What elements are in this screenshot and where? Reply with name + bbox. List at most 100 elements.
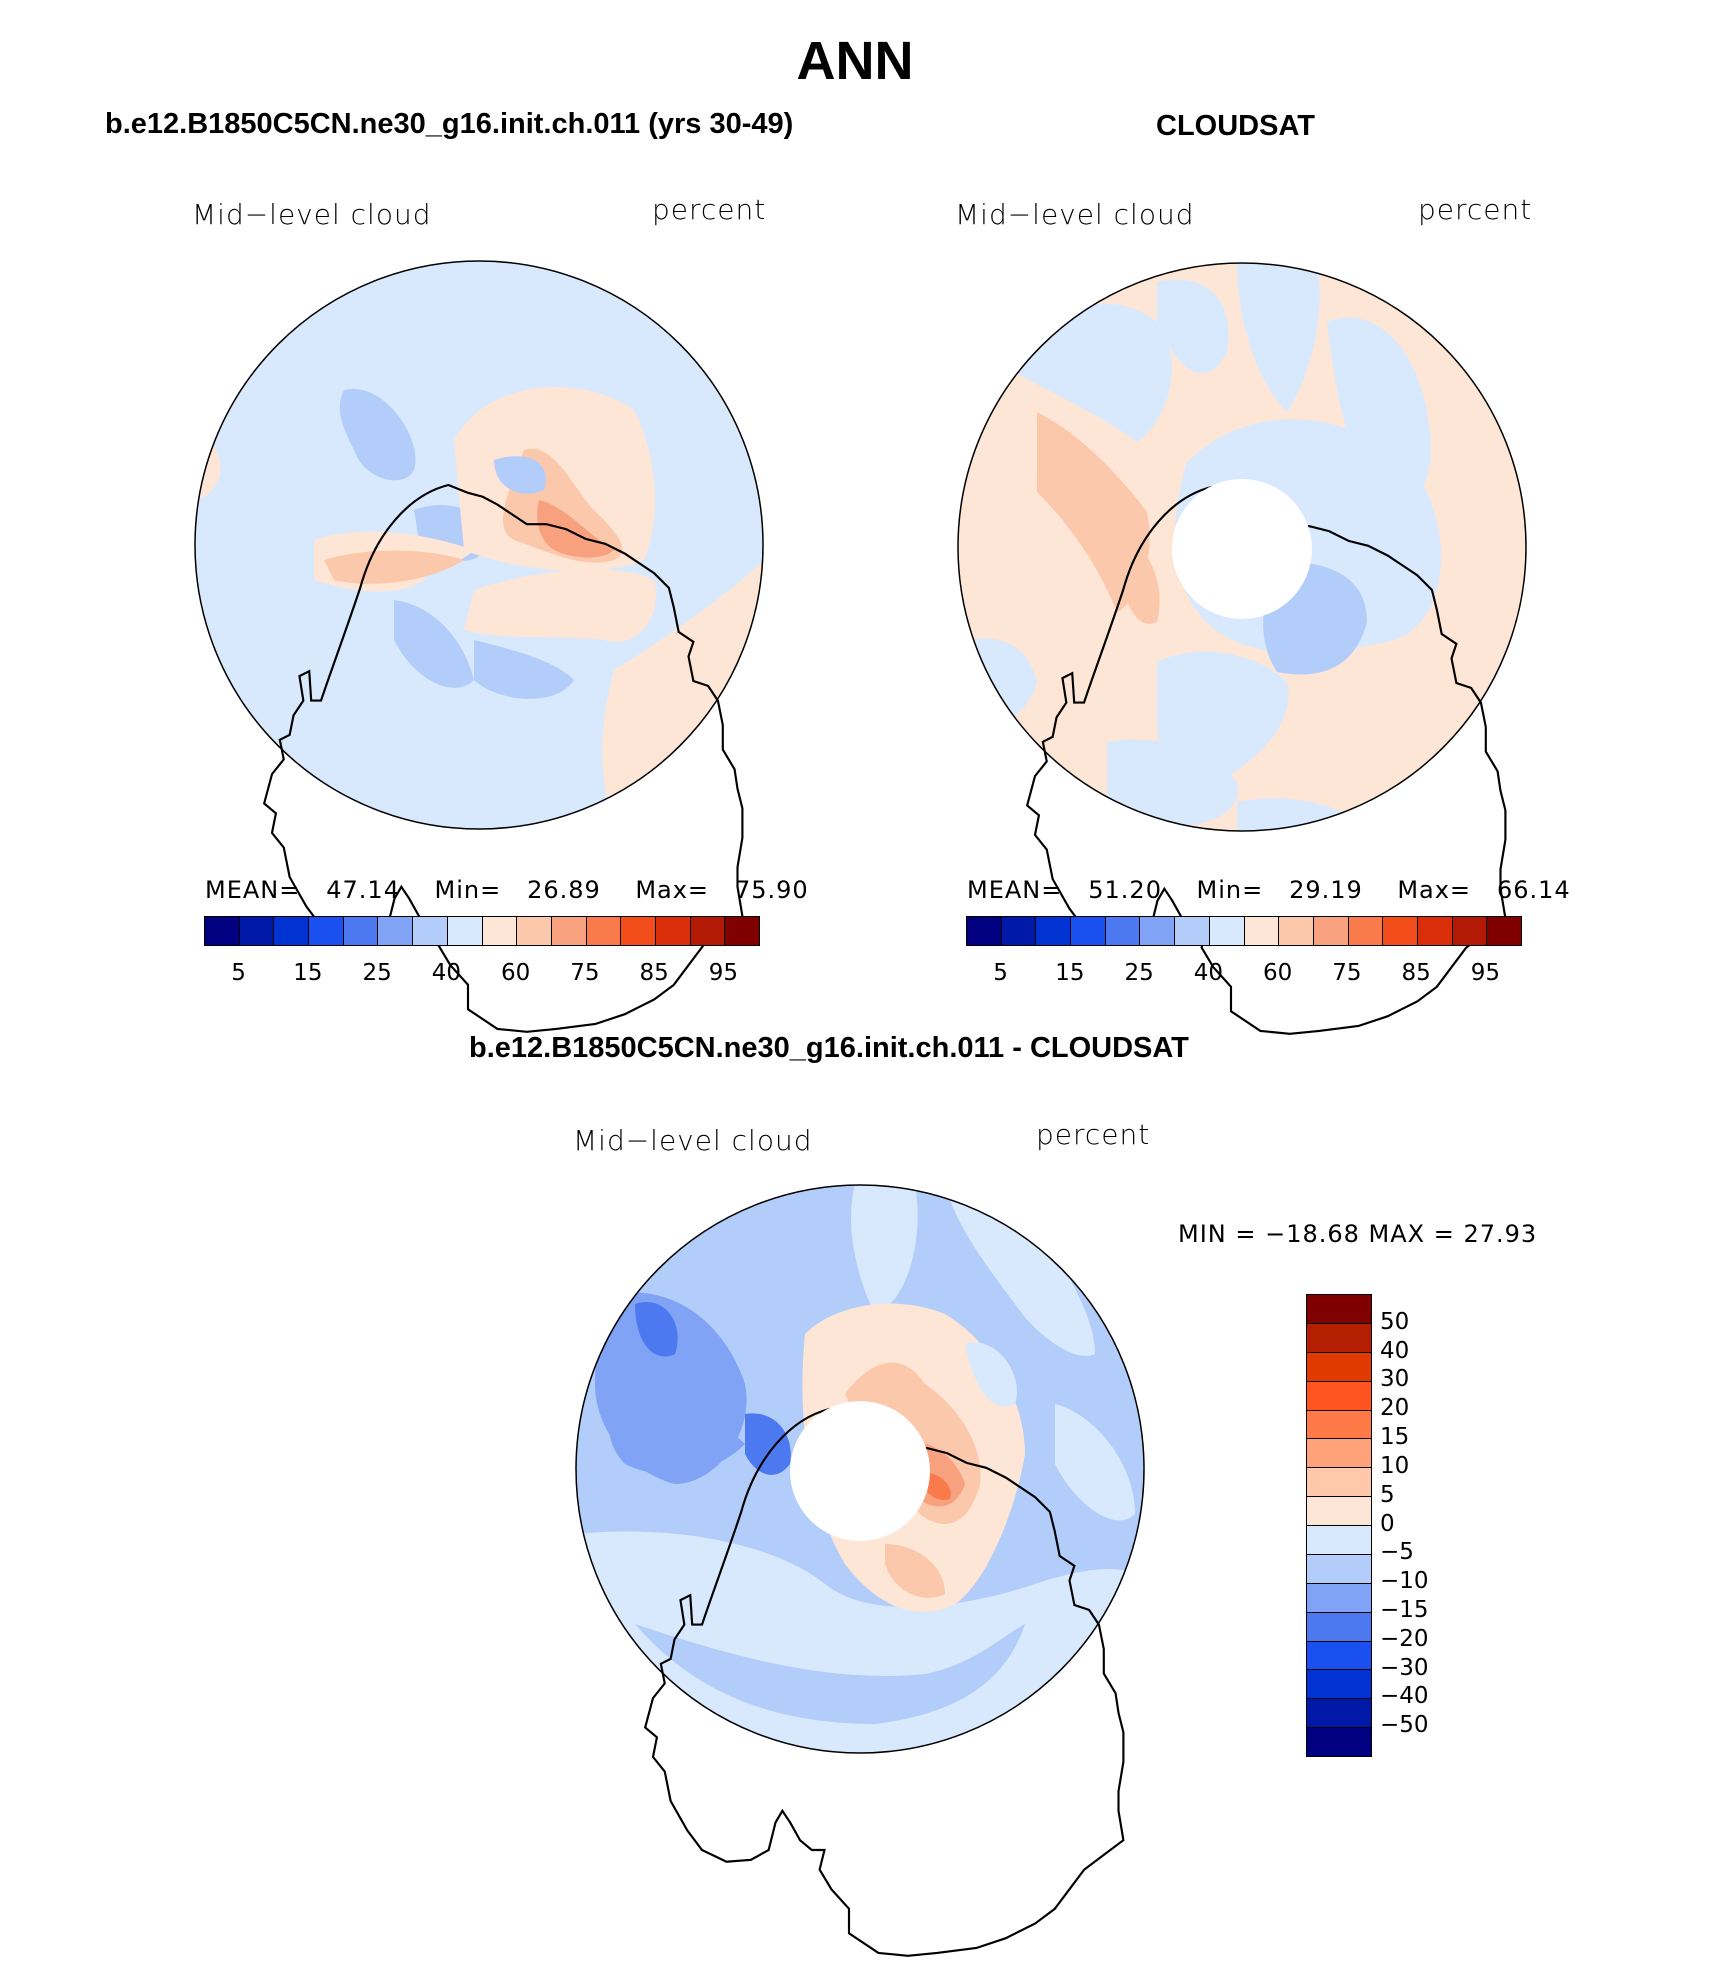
max-value: 75.90 <box>734 876 809 904</box>
colorbar-swatch <box>1307 1410 1371 1440</box>
colorbar-swatch <box>205 917 240 945</box>
panel-title-model: b.e12.B1850C5CN.ne30_g16.init.ch.011 (yr… <box>105 108 794 140</box>
colorbar-swatch <box>1307 1612 1371 1642</box>
colorbar-swatch <box>690 917 726 945</box>
colorbar-swatch <box>967 917 1002 945</box>
colorbar-tick-label: 0 <box>1380 1510 1395 1537</box>
colorbar-swatch <box>1307 1641 1371 1671</box>
min-value: 29.19 <box>1289 876 1363 904</box>
colorbar-swatch <box>1313 917 1349 945</box>
colorbar-swatch <box>447 917 483 945</box>
colorbar-swatch <box>551 917 587 945</box>
colorbar-swatch <box>1307 1381 1371 1411</box>
colorbar-tick-label: 95 <box>708 960 739 986</box>
min-label: Min= <box>1196 876 1264 904</box>
colorbar-swatch <box>1244 917 1280 945</box>
mean-label: MEAN= <box>205 876 301 904</box>
colorbar-swatch <box>517 917 552 945</box>
colorbar-swatch <box>1175 917 1210 945</box>
colorbar-swatch <box>1417 917 1453 945</box>
colorbar-swatch <box>621 917 656 945</box>
panel-title-diff: b.e12.B1850C5CN.ne30_g16.init.ch.011 - C… <box>469 1032 1189 1064</box>
max-value: 66.14 <box>1496 876 1571 904</box>
variable-label-diff: Mid−level cloud <box>573 1124 813 1157</box>
units-label-diff: percent <box>1036 1118 1151 1151</box>
colorbar-tick-label: −20 <box>1380 1625 1429 1652</box>
stats-obs: MEAN= 51.20 Min= 29.19 Max= 66.14 <box>967 876 1571 904</box>
panel-title-obs: CLOUDSAT <box>1156 110 1315 142</box>
colorbar-swatch <box>239 917 275 945</box>
colorbar-swatch <box>343 917 379 945</box>
colorbar-swatch <box>1307 1352 1371 1382</box>
min-label: Min= <box>434 876 502 904</box>
colorbar-swatch <box>1307 1583 1371 1613</box>
main-title: ANN <box>796 31 914 91</box>
colorbar-tick-label: 5 <box>993 960 1008 986</box>
colorbar-tick-label: 5 <box>1380 1481 1395 1508</box>
colorbar-tick-label: 25 <box>362 960 392 986</box>
polar-map-obs <box>957 262 1527 1035</box>
colorbar-swatch <box>1140 917 1176 945</box>
max-label: Max= <box>1397 876 1472 904</box>
units-label-obs: percent <box>1418 193 1533 226</box>
colorbar-swatch <box>1307 1526 1371 1555</box>
mean-value: 47.14 <box>326 876 400 904</box>
polar-map-diff <box>575 1184 1145 1957</box>
colorbar-tick-label: −5 <box>1380 1539 1414 1566</box>
colorbar-tick-label: 40 <box>431 960 462 986</box>
colorbar-swatch <box>1307 1728 1371 1756</box>
colorbar-swatch <box>586 917 622 945</box>
mean-label: MEAN= <box>967 876 1063 904</box>
colorbar-tick-label: −15 <box>1380 1596 1429 1623</box>
colorbar-swatch <box>1307 1468 1371 1498</box>
colorbar-tick-label: 95 <box>1470 960 1501 986</box>
colorbar-swatch <box>1209 917 1245 945</box>
colorbar-swatch <box>1105 917 1141 945</box>
min-value: 26.89 <box>527 876 601 904</box>
colorbar-tick-label: 75 <box>570 960 600 986</box>
colorbar-swatch <box>655 917 691 945</box>
colorbar-swatch <box>1307 1439 1371 1469</box>
colorbar-tick-label: 10 <box>1380 1452 1410 1479</box>
colorbar-swatch <box>1307 1295 1371 1324</box>
colorbar-tick-label: 75 <box>1332 960 1362 986</box>
colorbar-swatch <box>1307 1554 1371 1584</box>
polar-map-model <box>194 260 764 1033</box>
colorbar-tick-label: −40 <box>1380 1683 1429 1710</box>
colorbar-diff <box>1306 1294 1372 1757</box>
stats-model: MEAN= 47.14 Min= 26.89 Max= 75.90 <box>205 876 809 904</box>
colorbar-swatch <box>1071 917 1106 945</box>
colorbar-tick-label: 5 <box>231 960 246 986</box>
colorbar-tick-label: 15 <box>1055 960 1085 986</box>
mean-value: 51.20 <box>1088 876 1162 904</box>
colorbar-swatch <box>1487 917 1521 945</box>
colorbar-tick-label: 40 <box>1193 960 1224 986</box>
colorbar-swatch <box>309 917 344 945</box>
colorbar-tick-label: 85 <box>1401 960 1431 986</box>
colorbar-swatch <box>1383 917 1418 945</box>
colorbar-swatch <box>1307 1323 1371 1353</box>
colorbar-swatch <box>274 917 310 945</box>
colorbar-tick-label: 60 <box>500 960 531 986</box>
colorbar-swatch <box>1452 917 1488 945</box>
colorbar-swatch <box>482 917 518 945</box>
max-label: Max= <box>635 876 710 904</box>
minmax-diff: MIN = −18.68 MAX = 27.93 <box>1178 1220 1538 1248</box>
colorbar-tick-label: −50 <box>1380 1712 1429 1739</box>
colorbar-swatch <box>1279 917 1314 945</box>
colorbar-swatch <box>413 917 448 945</box>
variable-label-obs: Mid−level cloud <box>955 198 1195 231</box>
colorbar-tick-label: 30 <box>1380 1366 1410 1393</box>
colorbar-tick-label: 40 <box>1380 1337 1410 1364</box>
colorbar-tick-label: 60 <box>1262 960 1293 986</box>
colorbar-model <box>204 916 760 946</box>
colorbar-swatch <box>1307 1670 1371 1700</box>
colorbar-tick-label: −10 <box>1380 1568 1429 1595</box>
colorbar-swatch <box>1307 1699 1371 1729</box>
colorbar-swatch <box>1348 917 1384 945</box>
colorbar-obs <box>966 916 1522 946</box>
colorbar-tick-label: 85 <box>639 960 669 986</box>
colorbar-tick-label: 15 <box>293 960 323 986</box>
colorbar-swatch <box>1001 917 1037 945</box>
colorbar-tick-label: −30 <box>1380 1654 1429 1681</box>
